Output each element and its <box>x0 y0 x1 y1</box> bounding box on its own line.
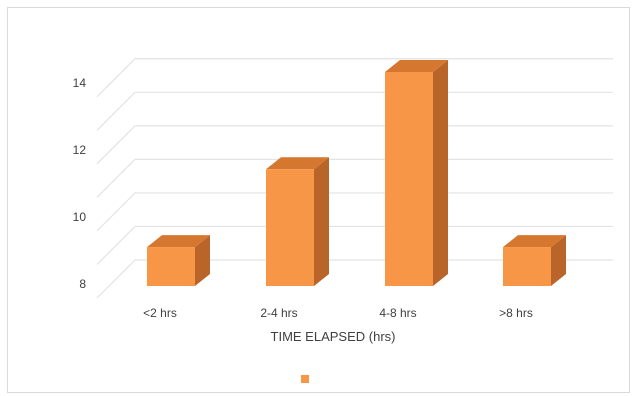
bar <box>147 235 210 286</box>
y-tick-label: 12 <box>73 143 87 157</box>
bar <box>385 60 448 286</box>
y-tick-label: 10 <box>73 210 87 224</box>
gridline <box>96 225 613 265</box>
x-tick-label: 2-4 hrs <box>260 306 297 320</box>
gridline <box>96 192 613 232</box>
gridline <box>96 125 613 165</box>
y-tick-label: 8 <box>79 277 86 291</box>
bar <box>503 235 566 286</box>
x-tick-label: 4-8 hrs <box>379 306 416 320</box>
x-tick-label: <2 hrs <box>143 306 177 320</box>
x-axis-title: TIME ELAPSED (hrs) <box>271 329 396 344</box>
bars <box>147 60 566 286</box>
x-axis-ticks: <2 hrs 2-4 hrs 4-8 hrs >8 hrs <box>143 306 533 320</box>
gridlines <box>96 58 613 299</box>
gridline <box>96 58 613 98</box>
legend-swatch <box>301 375 309 383</box>
x-tick-label: >8 hrs <box>499 306 533 320</box>
y-axis-ticks: 8 10 12 14 <box>73 76 87 291</box>
y-tick-label: 14 <box>73 76 87 90</box>
gridline <box>96 91 613 131</box>
bar <box>266 157 329 286</box>
gridline <box>96 158 613 198</box>
